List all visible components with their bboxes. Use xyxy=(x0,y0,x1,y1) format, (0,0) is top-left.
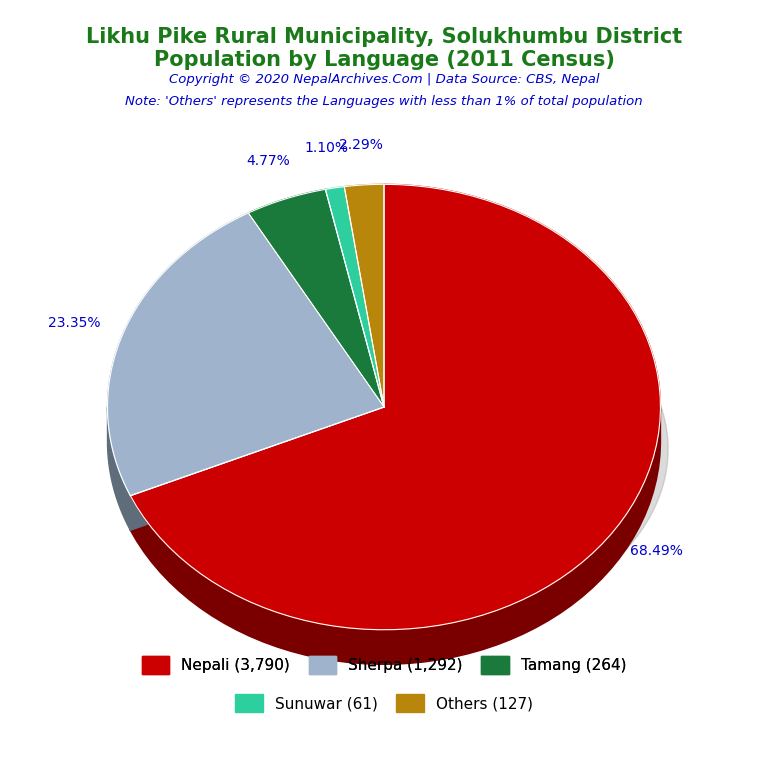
Text: Note: 'Others' represents the Languages with less than 1% of total population: Note: 'Others' represents the Languages … xyxy=(125,95,643,108)
Polygon shape xyxy=(344,184,384,407)
Text: 68.49%: 68.49% xyxy=(631,545,684,558)
Legend: Sunuwar (61), Others (127): Sunuwar (61), Others (127) xyxy=(229,688,539,718)
Ellipse shape xyxy=(115,260,668,639)
Polygon shape xyxy=(131,407,384,530)
Polygon shape xyxy=(108,407,131,530)
Text: Copyright © 2020 NepalArchives.Com | Data Source: CBS, Nepal: Copyright © 2020 NepalArchives.Com | Dat… xyxy=(169,73,599,86)
Text: Likhu Pike Rural Municipality, Solukhumbu District: Likhu Pike Rural Municipality, Solukhumb… xyxy=(86,27,682,47)
Text: 2.29%: 2.29% xyxy=(339,138,382,152)
Polygon shape xyxy=(131,409,660,664)
Polygon shape xyxy=(131,184,660,630)
Polygon shape xyxy=(248,190,384,407)
Text: 1.10%: 1.10% xyxy=(304,141,348,155)
Polygon shape xyxy=(108,213,384,495)
Polygon shape xyxy=(131,407,384,530)
Text: Population by Language (2011 Census): Population by Language (2011 Census) xyxy=(154,50,614,70)
Text: 4.77%: 4.77% xyxy=(247,154,290,168)
Text: 23.35%: 23.35% xyxy=(48,316,101,330)
Polygon shape xyxy=(326,187,384,407)
Legend: Nepali (3,790), Sherpa (1,292), Tamang (264): Nepali (3,790), Sherpa (1,292), Tamang (… xyxy=(136,650,632,680)
